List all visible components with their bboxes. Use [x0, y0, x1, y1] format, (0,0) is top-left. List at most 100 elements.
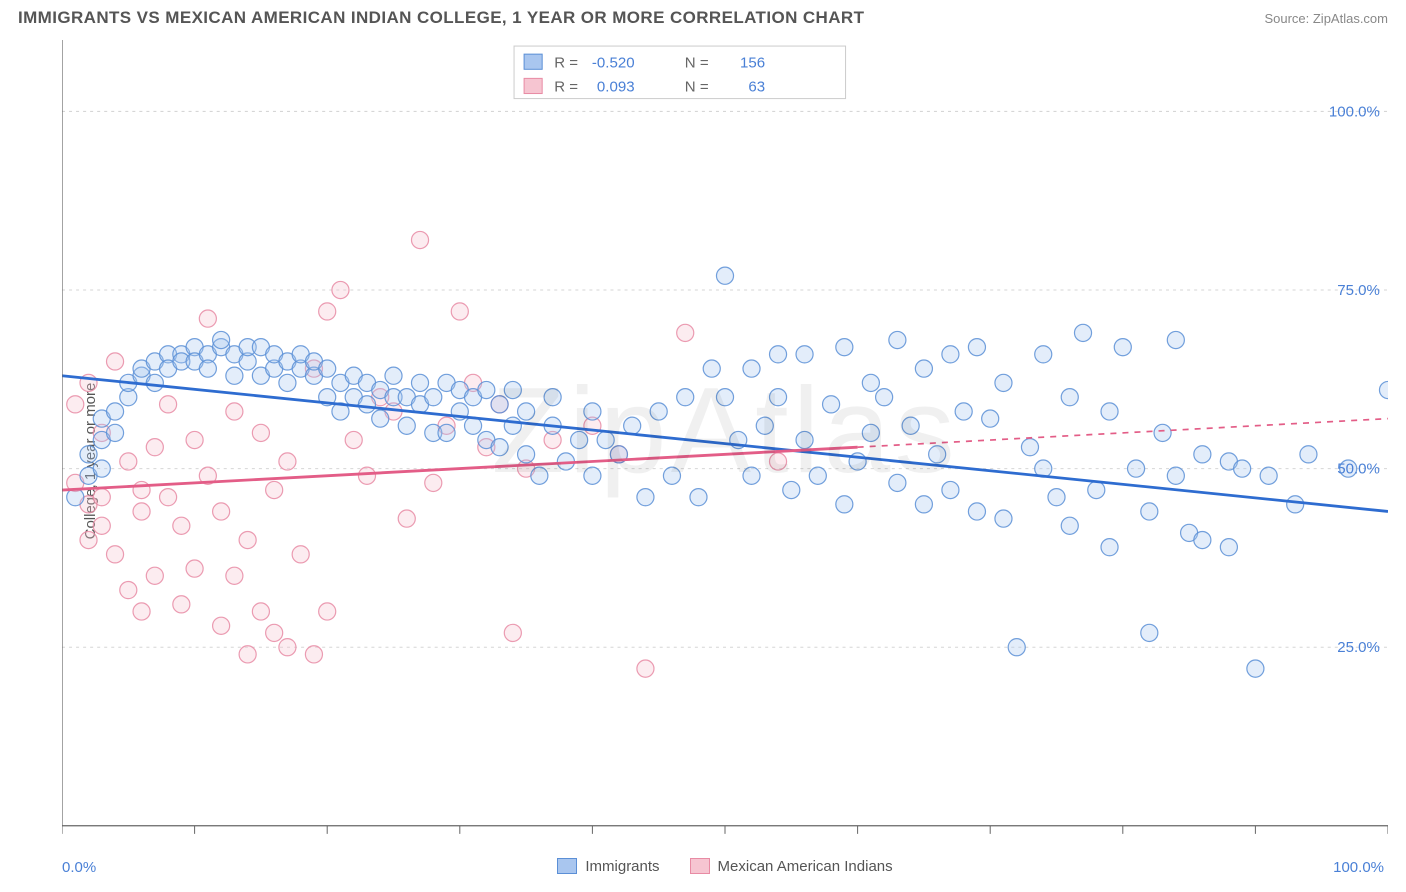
data-point [358, 467, 375, 484]
data-point [1141, 503, 1158, 520]
data-point [93, 517, 110, 534]
watermark: ZipAtlas [491, 363, 959, 498]
data-point [796, 346, 813, 363]
chart-area: College, 1 year or more 25.0%50.0%75.0%1… [18, 40, 1388, 882]
data-point [1234, 460, 1251, 477]
data-point [1167, 331, 1184, 348]
svg-text:-0.520: -0.520 [592, 54, 635, 71]
data-point [80, 446, 97, 463]
series-legend: Immigrants Mexican American Indians [62, 850, 1388, 882]
data-point [411, 231, 428, 248]
data-point [770, 346, 787, 363]
legend-label: Mexican American Indians [718, 858, 893, 875]
data-point [213, 617, 230, 634]
data-point [213, 503, 230, 520]
data-point [358, 396, 375, 413]
legend-entry-mexican-american-indians: Mexican American Indians [690, 858, 893, 875]
data-point [107, 403, 124, 420]
data-point [120, 581, 137, 598]
data-point [1088, 481, 1105, 498]
data-point [186, 560, 203, 577]
svg-text:N =: N = [685, 54, 709, 71]
data-point [146, 567, 163, 584]
data-point [199, 360, 216, 377]
data-point [93, 489, 110, 506]
data-point [889, 331, 906, 348]
data-point [252, 603, 269, 620]
data-point [67, 396, 84, 413]
data-point [213, 331, 230, 348]
data-point [199, 310, 216, 327]
data-point [226, 403, 243, 420]
scatter-plot-svg: 25.0%50.0%75.0%100.0% R =-0.520N =156R =… [62, 40, 1388, 848]
svg-text:R =: R = [554, 78, 578, 95]
data-point [1247, 660, 1264, 677]
data-point [146, 374, 163, 391]
data-point [411, 374, 428, 391]
svg-text:63: 63 [748, 78, 765, 95]
data-point [1074, 324, 1091, 341]
data-point [1287, 496, 1304, 513]
y-tick-label: 50.0% [1337, 461, 1380, 478]
data-point [1101, 403, 1118, 420]
data-point [995, 374, 1012, 391]
svg-text:R =: R = [554, 54, 578, 71]
data-point [637, 660, 654, 677]
data-point [677, 324, 694, 341]
chart-source: Source: ZipAtlas.com [1264, 11, 1388, 26]
data-point [1048, 489, 1065, 506]
data-point [146, 439, 163, 456]
data-point [982, 410, 999, 427]
data-point [173, 517, 190, 534]
data-point [305, 646, 322, 663]
data-point [1220, 539, 1237, 556]
data-point [1008, 639, 1025, 656]
data-point [279, 453, 296, 470]
correlation-legend: R = -0.520 N = 156 R = 0.093 N = 63 [514, 46, 846, 99]
data-point [836, 339, 853, 356]
legend-swatch-icon [557, 858, 577, 874]
legend-swatch-icon [690, 858, 710, 874]
svg-text:156: 156 [740, 54, 765, 71]
data-point [107, 353, 124, 370]
data-point [1141, 624, 1158, 641]
data-point [425, 474, 442, 491]
svg-text:0.093: 0.093 [597, 78, 635, 95]
data-point [968, 503, 985, 520]
data-point [438, 424, 455, 441]
data-point [120, 453, 137, 470]
data-point [160, 396, 177, 413]
data-point [398, 510, 415, 527]
data-point [1035, 346, 1052, 363]
data-point [266, 481, 283, 498]
data-point [1260, 467, 1277, 484]
data-point [173, 596, 190, 613]
data-point [1114, 339, 1131, 356]
data-point [133, 503, 150, 520]
data-point [80, 531, 97, 548]
data-point [186, 431, 203, 448]
data-point [239, 531, 256, 548]
y-tick-label: 75.0% [1337, 282, 1380, 299]
data-point [1379, 381, 1388, 398]
svg-text:N =: N = [685, 78, 709, 95]
data-point [292, 546, 309, 563]
data-point [107, 546, 124, 563]
data-point [226, 567, 243, 584]
data-point [1101, 539, 1118, 556]
legend-entry-immigrants: Immigrants [557, 858, 659, 875]
data-point [995, 510, 1012, 527]
data-point [345, 431, 362, 448]
data-point [398, 417, 415, 434]
y-tick-label: 100.0% [1329, 103, 1380, 120]
chart-title: IMMIGRANTS VS MEXICAN AMERICAN INDIAN CO… [18, 8, 864, 28]
data-point [160, 489, 177, 506]
data-point [1194, 446, 1211, 463]
data-point [1300, 446, 1317, 463]
data-point [836, 496, 853, 513]
data-point [968, 339, 985, 356]
y-tick-label: 25.0% [1337, 639, 1380, 656]
data-point [67, 489, 84, 506]
data-point [133, 603, 150, 620]
data-point [1154, 424, 1171, 441]
